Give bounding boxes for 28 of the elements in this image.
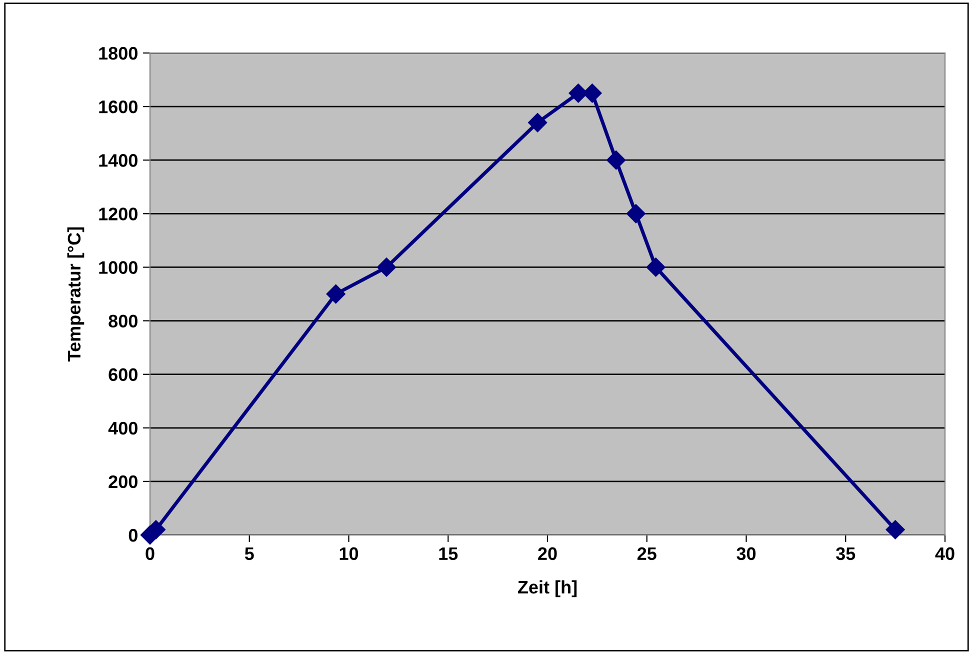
y-tick-label: 400: [108, 422, 138, 435]
y-tick-label: 200: [108, 475, 138, 488]
x-tick-label: 25: [637, 547, 656, 560]
point: [326, 284, 346, 304]
point: [886, 520, 905, 540]
point: [376, 258, 396, 277]
y-tick-label: 600: [108, 368, 138, 382]
y-tick-label: 0: [128, 528, 138, 542]
y-tick-label: 1200: [99, 208, 138, 220]
y-tick-label: 1800: [99, 46, 138, 60]
y-tick-label: 1000: [99, 261, 138, 274]
x-tick-label: 35: [836, 547, 856, 560]
point: [646, 258, 666, 277]
y-tick-label: 800: [108, 314, 138, 328]
point: [626, 204, 646, 224]
point: [606, 150, 626, 170]
x-tick-label: 5: [244, 547, 254, 560]
x-tick-label: 20: [538, 547, 557, 560]
x-tick-label: 15: [439, 547, 458, 560]
x-tick-label: 40: [935, 547, 954, 560]
x-tick-label: 10: [340, 547, 358, 560]
x-tick-label: 0: [146, 547, 154, 560]
x-axis-title: Zeit [h]: [518, 580, 577, 598]
y-tick-label: 1400: [99, 154, 138, 167]
y-tick-label: 1600: [99, 100, 138, 114]
y-axis-title: Temperatur [°C]: [67, 227, 84, 362]
point: [528, 113, 548, 132]
x-tick-label: 30: [736, 547, 756, 560]
